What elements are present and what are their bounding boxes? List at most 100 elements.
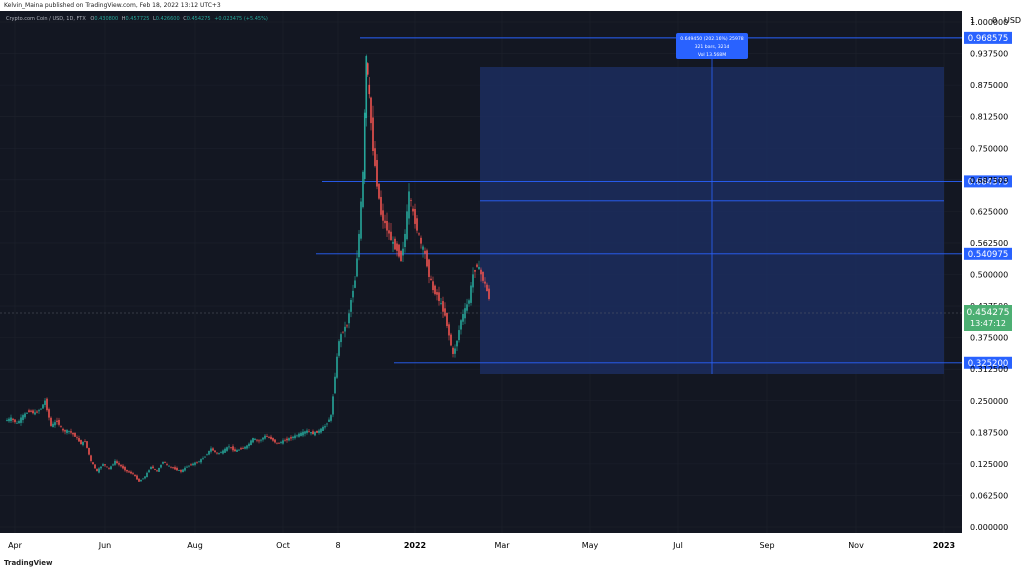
candle-body: [382, 210, 384, 221]
candle-body: [194, 462, 196, 465]
y-tick-label: 0.625000: [970, 207, 1008, 216]
candle-body: [424, 250, 426, 254]
candle-body: [148, 470, 150, 473]
candle-body: [324, 426, 326, 428]
candle-body: [410, 200, 412, 201]
legend-l: 0.426600: [156, 16, 180, 22]
candle-body: [30, 410, 32, 412]
candle-body: [102, 464, 104, 466]
candle-body: [228, 446, 230, 448]
chart-area[interactable]: 0.968575 0.684375 0.540975 0.325200 1.00000…: [0, 11, 1024, 555]
candle-body: [168, 465, 170, 467]
candle-body: [390, 231, 392, 241]
candle-body: [218, 453, 220, 454]
candle-body: [160, 465, 162, 468]
y-tick-label: 1.000000: [970, 18, 1008, 27]
candle-body: [392, 241, 394, 244]
publisher-text: Kelvin_Maina published on TradingView.co…: [4, 2, 221, 9]
candle-body: [20, 417, 22, 423]
candle-body: [474, 270, 476, 272]
candle-body: [10, 417, 12, 422]
candle-body: [250, 440, 252, 446]
candle-body: [292, 436, 294, 439]
candle-body: [212, 448, 214, 451]
candle-body: [122, 465, 124, 469]
candle-body: [286, 438, 288, 441]
candle-body: [348, 313, 350, 324]
candle-body: [214, 450, 216, 453]
measure-info-box[interactable]: 0.649450 (202.16%) 25978 321 bars, 321d …: [676, 33, 748, 59]
candle-body: [288, 438, 290, 441]
level-badge: [964, 247, 1012, 260]
x-tick-label: Apr: [8, 541, 23, 550]
candle-body: [158, 467, 160, 472]
candle-body: [394, 238, 396, 250]
candle-body: [108, 467, 110, 469]
y-axis-top-label: 1: [970, 16, 975, 25]
candle-body: [310, 432, 312, 434]
y-tick-label: 0.937500: [970, 50, 1008, 59]
candle-body: [332, 396, 334, 415]
candle-body: [112, 464, 114, 466]
candle-body: [280, 441, 282, 443]
candle-body: [156, 470, 158, 472]
y-tick-label: 0.062500: [970, 491, 1008, 500]
level-badge: [964, 31, 1012, 44]
candle-body: [370, 97, 372, 124]
y-tick-label: 0.125000: [970, 460, 1008, 469]
y-tick-label: 0.375000: [970, 334, 1008, 343]
candle-body: [24, 413, 26, 418]
candle-body: [254, 438, 256, 440]
candle-body: [96, 469, 98, 471]
candle-body: [408, 191, 410, 219]
candle-body: [226, 447, 228, 451]
candle-body: [488, 288, 490, 299]
level-badge-label: 0.325200: [968, 359, 1009, 369]
candle-body: [378, 183, 380, 199]
time-axis[interactable]: Apr Jun Aug Oct 8 2022 Mar May Jul Sep Nov 2023: [8, 541, 955, 550]
level-badge: [964, 356, 1012, 369]
legend-h-label: H: [122, 16, 126, 22]
candle-body: [56, 420, 58, 422]
candle-body: [166, 463, 168, 465]
candle-body: [142, 478, 144, 480]
candle-body: [466, 304, 468, 311]
candle-body: [204, 456, 206, 458]
price-chart[interactable]: 0.968575 0.684375 0.540975 0.325200 1.00000…: [0, 11, 1024, 555]
candle-body: [184, 467, 186, 471]
x-tick-label: Jul: [672, 541, 683, 550]
candle-body: [290, 437, 292, 439]
candle-body: [176, 467, 178, 471]
candle-body: [430, 278, 432, 280]
candle-body: [462, 314, 464, 322]
candle-body: [128, 471, 130, 473]
candle-body: [362, 171, 364, 208]
countdown-value: 13:47:12: [970, 319, 1006, 328]
candle-body: [188, 465, 190, 467]
candle-body: [52, 423, 54, 428]
legend-l-label: L: [153, 16, 156, 22]
candle-body: [198, 461, 200, 463]
candle-body: [426, 250, 428, 267]
candle-body: [180, 470, 182, 472]
candle-body: [202, 458, 204, 460]
candle-body: [266, 436, 268, 438]
legend-symbol: Crypto.com Coin / USD, 1D, FTX: [6, 16, 86, 22]
level-badge: [964, 175, 1012, 188]
candle-body: [456, 340, 458, 347]
candle-body: [58, 419, 60, 425]
y-axis-top-label-2: 0: [992, 16, 997, 25]
candle-body: [486, 284, 488, 292]
x-tick-label: Oct: [276, 541, 290, 550]
candle-body: [328, 419, 330, 422]
candle-body: [274, 439, 276, 443]
candle-body: [76, 437, 78, 439]
candle-body: [306, 430, 308, 433]
candle-body: [28, 410, 30, 412]
candle-body: [172, 467, 174, 469]
candle-body: [440, 302, 442, 304]
candle-body: [78, 438, 80, 442]
legend-c-label: C: [183, 16, 187, 22]
candle-body: [356, 258, 358, 277]
candle-body: [316, 430, 318, 433]
